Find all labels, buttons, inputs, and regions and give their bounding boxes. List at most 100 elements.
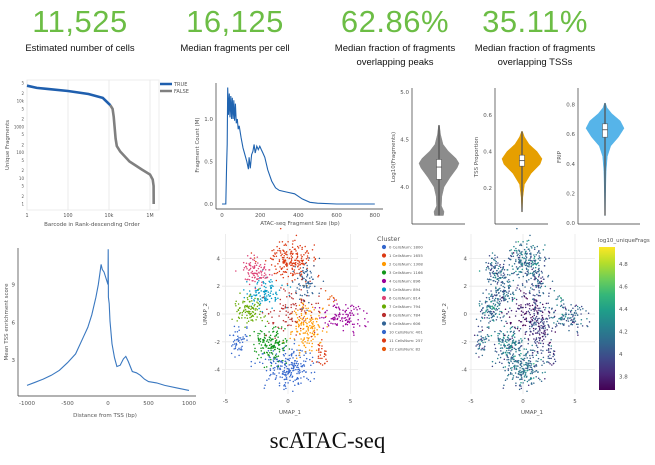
- legend-marker[interactable]: [381, 287, 387, 292]
- cell-point: [288, 364, 291, 366]
- cell-point: [237, 335, 239, 337]
- cell-point: [273, 344, 276, 347]
- cell-point: [314, 336, 316, 338]
- cell-point: [304, 293, 306, 296]
- legend-marker[interactable]: [381, 346, 387, 352]
- cell-point: [295, 334, 297, 336]
- cell-point: [577, 308, 579, 310]
- cell-point: [274, 341, 277, 343]
- cell-point: [497, 332, 499, 335]
- cell-point: [515, 260, 517, 263]
- cell-point: [299, 263, 302, 266]
- cell-point: [529, 354, 531, 357]
- cell-point: [301, 366, 303, 368]
- cell-point: [525, 256, 528, 258]
- cell-point: [520, 362, 523, 364]
- cell-point: [541, 316, 544, 319]
- cell-point: [314, 327, 316, 329]
- cell-point: [353, 334, 355, 336]
- legend-marker[interactable]: [381, 270, 387, 275]
- cell-point: [493, 280, 495, 282]
- cell-point: [290, 354, 292, 356]
- cell-point: [490, 290, 492, 292]
- x-tick-label: 5: [573, 399, 577, 405]
- cell-point: [297, 309, 299, 311]
- cell-point: [518, 258, 520, 261]
- legend-marker[interactable]: [381, 304, 387, 309]
- cell-point: [282, 330, 285, 332]
- cell-point: [483, 338, 485, 341]
- legend-marker[interactable]: [381, 329, 387, 335]
- cell-point: [515, 241, 517, 243]
- cell-point: [534, 269, 537, 272]
- cell-point: [234, 356, 236, 358]
- cell-point: [526, 246, 528, 248]
- cell-point: [256, 256, 259, 258]
- cell-point: [539, 259, 541, 261]
- legend-marker[interactable]: [381, 321, 387, 326]
- cell-point: [518, 349, 520, 352]
- legend-marker[interactable]: [381, 261, 387, 267]
- legend-marker[interactable]: [381, 253, 387, 258]
- cell-point: [261, 319, 263, 322]
- cell-point: [278, 315, 280, 317]
- cell-point: [509, 347, 512, 349]
- cell-point: [232, 340, 235, 343]
- cell-point: [525, 371, 527, 374]
- cell-point: [507, 347, 509, 350]
- legend-marker[interactable]: [381, 338, 387, 343]
- cell-point: [500, 281, 503, 284]
- cell-point: [314, 318, 317, 320]
- cell-point: [544, 371, 546, 374]
- cell-point: [489, 320, 491, 322]
- cell-point: [499, 295, 501, 297]
- legend-marker[interactable]: [381, 295, 387, 301]
- cell-point: [535, 300, 537, 302]
- cell-point: [526, 281, 528, 283]
- cell-point: [538, 322, 540, 325]
- cell-point: [285, 253, 287, 255]
- cell-point: [294, 239, 296, 242]
- cell-point: [511, 335, 513, 338]
- cell-point: [251, 306, 254, 309]
- cell-point: [235, 339, 238, 341]
- cell-point: [291, 364, 294, 366]
- y-tick-label: 1: [21, 202, 24, 207]
- cell-point: [508, 346, 510, 349]
- cell-point: [481, 329, 484, 331]
- cell-point: [274, 354, 277, 357]
- cell-point: [537, 352, 539, 354]
- cell-point: [273, 369, 276, 371]
- legend-item: 2 CellsNum: 1308: [389, 262, 423, 267]
- cell-point: [520, 387, 523, 390]
- cell-point: [272, 372, 274, 374]
- cell-point: [528, 364, 531, 367]
- cell-point: [319, 354, 322, 356]
- cell-point: [256, 316, 258, 318]
- cell-point: [533, 257, 535, 260]
- cell-point: [505, 320, 507, 323]
- cell-point: [488, 326, 490, 328]
- cell-point: [502, 339, 504, 342]
- cell-point: [558, 317, 560, 320]
- cell-point: [289, 313, 291, 315]
- cell-point: [290, 297, 293, 299]
- cell-point: [246, 326, 248, 328]
- cell-point: [263, 387, 266, 389]
- cell-point: [311, 282, 313, 284]
- cell-point: [571, 321, 574, 323]
- legend-marker[interactable]: [381, 244, 387, 250]
- cell-point: [570, 313, 573, 316]
- cell-point: [258, 307, 260, 310]
- cell-point: [553, 311, 555, 314]
- cell-point: [530, 377, 532, 380]
- cell-point: [335, 323, 338, 326]
- cell-point: [534, 339, 537, 342]
- cell-point: [533, 255, 536, 258]
- cell-point: [517, 373, 520, 375]
- legend-marker[interactable]: [381, 278, 387, 284]
- legend-marker[interactable]: [381, 312, 387, 318]
- cell-point: [306, 287, 308, 289]
- cell-point: [530, 255, 532, 258]
- cell-point: [285, 374, 287, 376]
